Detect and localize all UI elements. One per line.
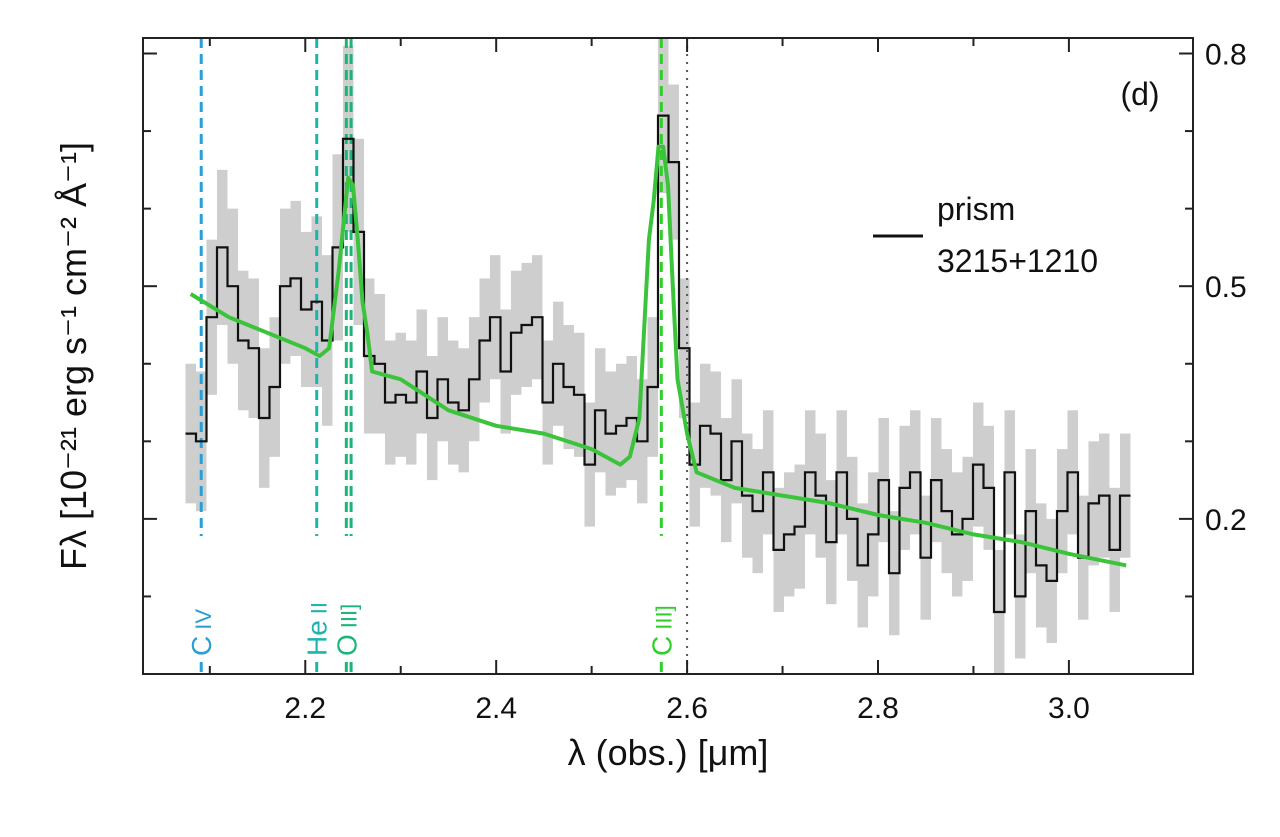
panel-label: (d) (1120, 76, 1159, 112)
y-tick-label-1: 0.5 (1205, 271, 1247, 304)
emission-label-0: C IV (186, 609, 217, 656)
legend: prism 3215+1210 (873, 191, 1098, 279)
series-prism-line (185, 114, 1131, 614)
emission-line-labels: C IV He II O III] C III] (183, 536, 680, 656)
y-tick-label-2: 0.8 (1205, 39, 1247, 72)
axis-ticks: 2.2 2.4 2.6 2.8 3.0 0.2 0.5 0.8 (143, 38, 1247, 725)
legend-label-prism: prism (937, 191, 1015, 227)
y-axis-title: Fλ [10⁻²¹ erg s⁻¹ cm⁻² Å⁻¹] (53, 142, 94, 570)
emission-label-ion-1: II (307, 602, 332, 614)
emission-label-bg-0 (183, 536, 220, 656)
x-tick-label-3: 2.8 (857, 692, 899, 725)
x-tick-label-2: 2.6 (666, 692, 708, 725)
emission-label-bg-2 (328, 536, 365, 656)
emission-label-ion-4: III] (651, 605, 676, 629)
emission-label-4: C III] (646, 605, 677, 656)
emission-label-bg-4 (643, 536, 680, 656)
emission-label-element-0: C (186, 636, 217, 656)
emission-label-ion-0: IV (191, 609, 216, 630)
series-layer (185, 114, 1131, 614)
y-tick-label-0: 0.2 (1205, 504, 1247, 537)
x-tick-label-0: 2.2 (284, 692, 326, 725)
x-tick-label-4: 3.0 (1048, 692, 1090, 725)
x-tick-label-1: 2.4 (475, 692, 517, 725)
emission-label-element-2: O (331, 634, 362, 656)
series-model-line (189, 144, 1127, 568)
emission-label-element-4: C (646, 636, 677, 656)
legend-label-id: 3215+1210 (937, 243, 1098, 279)
emission-label-element-1: He (302, 620, 333, 656)
emission-label-ion-2: III] (336, 604, 361, 628)
x-axis-title: λ (obs.) [μm] (568, 732, 769, 773)
emission-label-2: O III] (331, 604, 362, 656)
emission-label-1: He II (302, 602, 333, 656)
plot-frame (142, 37, 1194, 675)
